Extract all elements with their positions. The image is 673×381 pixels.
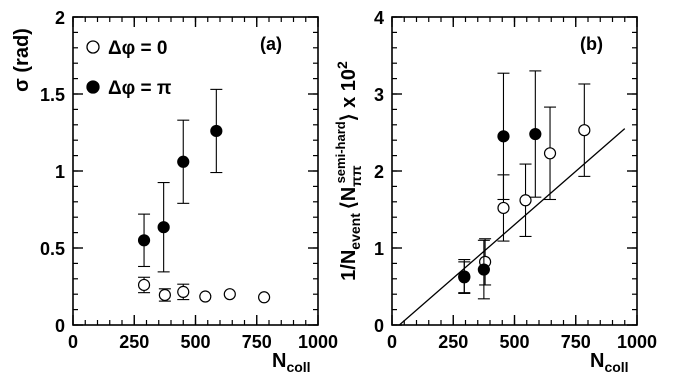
panel-b-point-open [543, 147, 557, 160]
panel-a-point-filled [177, 155, 190, 168]
panel-b-y-tick-label: 1 [374, 239, 384, 259]
panel-b-x-tick-label: 500 [499, 332, 529, 352]
panel-b-y-tick-label: 0 [374, 316, 384, 336]
panel-b-point-filled [458, 270, 471, 283]
panel-a-frame [72, 16, 319, 326]
panel-a-ticks: 0 250 500 750 1000 0 0.5 1 1.5 2 [40, 8, 338, 352]
panel-b-point-open [578, 124, 591, 137]
panel-b-x-tick-label: 250 [438, 332, 468, 352]
panel-b-y-tick-label: 4 [374, 8, 384, 28]
panel-b-marks [398, 70, 626, 326]
panel-a-y-tick-label: 0 [55, 316, 65, 336]
ylabel-event-sub: event [347, 213, 363, 250]
panel-a-x-tick-label: 750 [242, 332, 272, 352]
ylabel-exp-sup: 2 [334, 61, 350, 69]
panel-a-point-open [177, 285, 190, 298]
panel-a-y-tick-label: 1.5 [40, 85, 65, 105]
legend-marker-open-circle [86, 40, 100, 54]
panel-b-point-filled [529, 127, 542, 141]
panel-a-point-filled [137, 234, 151, 247]
panel-a-y-axis-label: σ (rad) [11, 28, 33, 92]
panel-a-x-axis-label-sub: coll [286, 359, 310, 375]
legend-entry-delta-phi-pi: Δφ = π [108, 78, 172, 99]
ylabel-bracket-close: ⟩ x 10 [338, 69, 360, 121]
legend-entry-delta-phi-0: Δφ = 0 [108, 38, 167, 59]
panel-a-label: (a) [260, 34, 282, 54]
panel-b-y-tick-label: 3 [374, 85, 384, 105]
panel-b-fit-line [398, 128, 626, 326]
panel-a-point-open [199, 290, 212, 303]
panel-b-point-filled [477, 263, 490, 276]
panel-a-x-tick-label: 0 [68, 332, 78, 352]
ylabel-pipi-sub: ππ [348, 165, 364, 187]
panel-a-legend: Δφ = 0 Δφ = π [86, 38, 172, 99]
panel-b-label: (b) [580, 34, 603, 54]
panel-b-frame [391, 16, 638, 326]
panel-b-point-open [519, 194, 532, 207]
panel-a-point-open [158, 288, 171, 302]
panel-a-x-axis-label-main: N [272, 350, 286, 372]
ylabel-semihard-sup: semi-hard [333, 121, 348, 183]
panel-b-x-tick-label: 0 [387, 332, 397, 352]
panel-a-marks [137, 88, 271, 304]
panel-a-point-filled [157, 221, 170, 234]
panel-a-y-tick-label: 2 [55, 8, 65, 28]
panel-a-y-tick-label: 1 [55, 162, 65, 182]
panel-b: 0 250 500 750 1000 0 1 2 3 4 (b) 1/Nevent ⟨Nππsemi… [333, 8, 657, 375]
legend-marker-filled-circle [86, 80, 100, 94]
panel-a-y-tick-label: 0.5 [40, 239, 65, 259]
panel-a-x-tick-label: 1000 [298, 332, 338, 352]
panel-b-point-filled [497, 130, 510, 143]
ylabel-bracket-open: ⟨N [338, 187, 360, 209]
ylabel-prefix: 1/N [338, 250, 360, 281]
panel-a-point-open [223, 288, 236, 301]
panel-a-point-open [137, 278, 151, 292]
panel-b-x-tick-label: 1000 [617, 332, 657, 352]
panel-b-x-axis-label-main: N [590, 350, 604, 372]
panel-b-point-open [497, 201, 510, 215]
panel-b-x-tick-label: 750 [561, 332, 591, 352]
panel-a-legend-markers [86, 40, 100, 94]
panel-a-x-tick-label: 500 [180, 332, 210, 352]
panel-a-x-axis-label: Ncoll [272, 350, 311, 375]
panel-a: 0 250 500 750 1000 0 0.5 1 1.5 2 (a) Δφ = 0 Δφ = … [11, 8, 338, 375]
panel-a-point-filled [210, 124, 223, 138]
panel-b-ticks: 0 250 500 750 1000 0 1 2 3 4 [374, 8, 657, 352]
panel-b-x-axis-label-sub: coll [604, 359, 628, 375]
panel-b-x-axis-label: Ncoll [590, 350, 629, 375]
panel-b-y-tick-label: 2 [374, 162, 384, 182]
panel-b-y-axis-label: 1/Nevent ⟨Nππsemi-hard⟩ x 102 [333, 61, 364, 281]
panel-a-x-tick-label: 250 [119, 332, 149, 352]
panel-a-point-open [258, 291, 271, 304]
